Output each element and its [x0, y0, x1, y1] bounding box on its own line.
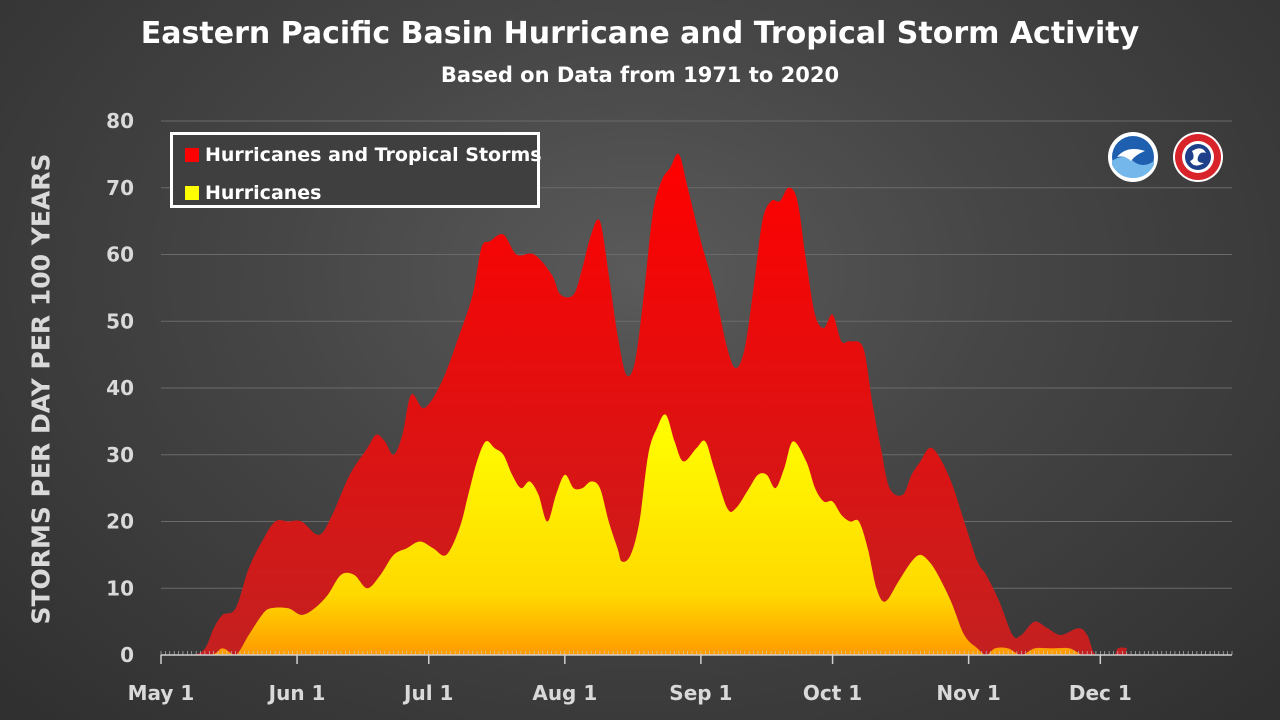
y-tick-label: 80: [106, 109, 134, 133]
x-tick-label: Jun 1: [267, 681, 326, 705]
legend: Hurricanes and Tropical Storms Hurricane…: [170, 132, 542, 208]
x-tick-label: Jul 1: [402, 681, 453, 705]
legend-item-hurricanes: Hurricanes: [185, 182, 322, 204]
chart-title: Eastern Pacific Basin Hurricane and Trop…: [140, 16, 1140, 51]
axes: 0 10 20 30 40 50 60 70 80 May 1 Jun 1 Jul 1 Aug 1 Sep…: [106, 109, 1233, 705]
y-tick-label: 60: [106, 243, 134, 267]
y-tick-label: 30: [106, 443, 134, 467]
y-tick-label: 70: [106, 176, 134, 200]
legend-label: Hurricanes and Tropical Storms: [205, 144, 542, 166]
y-tick-label: 50: [106, 309, 134, 333]
legend-item-all-storms: Hurricanes and Tropical Storms: [185, 144, 542, 166]
y-tick-label: 0: [120, 643, 134, 667]
series-area-all-storms: [161, 153, 1232, 655]
x-tick-label: Nov 1: [936, 681, 1000, 705]
y-tick-label: 10: [106, 576, 134, 600]
national-weather-service-logo: [1173, 132, 1223, 182]
x-tick-label: Oct 1: [803, 681, 862, 705]
legend-swatch-red: [185, 148, 199, 162]
noaa-logo: [1108, 132, 1158, 182]
series-areas: [161, 153, 1232, 655]
chart-subtitle: Based on Data from 1971 to 2020: [440, 63, 840, 87]
x-tick-label: Aug 1: [532, 681, 597, 705]
y-tick-label: 40: [106, 376, 134, 400]
series-area-hurricanes: [161, 414, 1232, 655]
y-tick-label: 20: [106, 510, 134, 534]
legend-swatch-yellow: [185, 186, 199, 200]
legend-label: Hurricanes: [205, 182, 322, 204]
y-axis-label: STORMS PER DAY PER 100 YEARS: [26, 153, 56, 625]
x-tick-label: Dec 1: [1069, 681, 1132, 705]
x-tick-label: Sep 1: [669, 681, 732, 705]
x-tick-label: May 1: [128, 681, 195, 705]
